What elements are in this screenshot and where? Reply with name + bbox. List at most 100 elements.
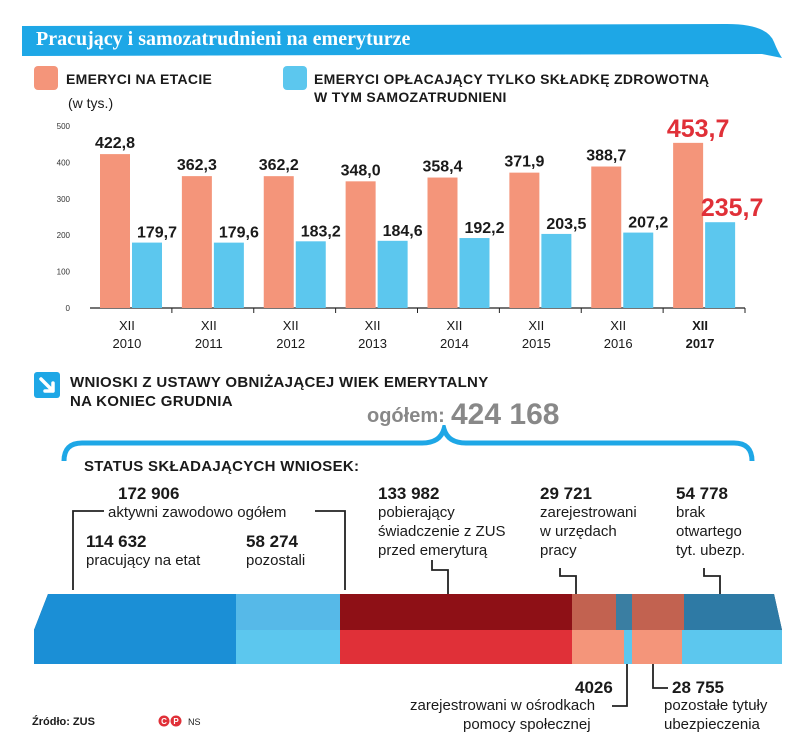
bar-etat-2010	[100, 154, 130, 308]
others-number: 58 274	[246, 532, 298, 551]
x-tick-label-top: XII	[692, 318, 708, 333]
segment-brak-top	[684, 594, 782, 630]
copyright-icon: C P	[158, 715, 182, 727]
data-label-etat-2013: 348,0	[341, 162, 381, 179]
y-tick-label: 0	[66, 304, 71, 313]
noins-desc-2: otwartego	[676, 523, 742, 540]
data-label-etat-2011: 362,3	[177, 157, 217, 174]
bar-etat-2013	[345, 181, 376, 308]
bar-etat-2016	[591, 166, 622, 308]
labor-desc-3: pracy	[540, 542, 577, 559]
otherins-desc-1: pozostałe tytuły	[664, 697, 768, 714]
data-label-zdrowotna-2011: 179,6	[219, 225, 259, 242]
zus-desc-3: przed emeryturą	[378, 542, 488, 559]
legend-swatch-salmon	[34, 66, 58, 90]
y-tick-label: 100	[57, 268, 71, 277]
segment-pozostali	[236, 594, 340, 630]
bar-etat-2015	[509, 172, 540, 308]
page-title: Pracujący i samozatrudnieni na emeryturz…	[36, 28, 411, 50]
svg-text:P: P	[173, 717, 179, 726]
x-tick-label-bottom: 2015	[522, 336, 551, 351]
x-tick-label-top: XII	[365, 318, 381, 333]
total-label: ogółem:	[367, 405, 445, 427]
bar-zdrowotna-2014	[459, 238, 490, 308]
data-label-zdrowotna-2014: 192,2	[464, 220, 504, 237]
noins-desc-3: tyt. ubezp.	[676, 542, 746, 559]
credit: NS	[188, 717, 201, 727]
active-number: 172 906	[118, 484, 180, 503]
data-label-zdrowotna-2017: 235,7	[701, 194, 764, 222]
y-tick-label: 400	[57, 158, 71, 167]
bar-etat-2017	[673, 142, 704, 308]
bar-zdrowotna-2011	[213, 242, 244, 308]
data-label-etat-2014: 358,4	[422, 159, 462, 176]
x-tick-label-top: XII	[528, 318, 544, 333]
bar-zdrowotna-2010	[132, 242, 162, 308]
data-label-etat-2017: 453,7	[667, 115, 730, 143]
social-number: 4026	[575, 678, 613, 697]
source: Źródło: ZUS	[32, 716, 95, 728]
x-tick-label-bottom: 2016	[604, 336, 633, 351]
active-bracket	[72, 510, 346, 590]
others-desc: pozostali	[246, 552, 306, 569]
proportion-bar	[34, 594, 782, 664]
otherins-number: 28 755	[672, 678, 724, 697]
x-tick-label-bottom: 2010	[112, 336, 141, 351]
bar-etat-2012	[263, 176, 294, 308]
data-label-etat-2010: 422,8	[95, 135, 135, 152]
bar-zdrowotna-2017	[705, 222, 736, 308]
total-brace	[61, 425, 755, 462]
y-tick-label: 200	[57, 231, 71, 240]
svg-text:C: C	[161, 717, 167, 726]
bar-chart: (w tys.) 0 100 200 300 400 500 422,8 179,7 XII 201…	[57, 95, 764, 351]
x-tick-label-top: XII	[119, 318, 135, 333]
arrow-down-right-icon	[34, 372, 60, 398]
active-desc: aktywni zawodowo ogółem	[108, 504, 287, 521]
section-heading-2: na koniec grudnia	[70, 393, 233, 410]
zus-desc-1: pobierający	[378, 504, 455, 521]
data-label-zdrowotna-2010: 179,7	[137, 225, 177, 242]
zus-desc-2: świadczenie z ZUS	[378, 523, 506, 540]
x-tick-label-bottom: 2012	[276, 336, 305, 351]
data-label-etat-2016: 388,7	[586, 148, 626, 165]
status-label: Status składających wniosek:	[84, 458, 360, 475]
data-label-etat-2015: 371,9	[504, 154, 544, 171]
noins-desc-1: brak	[676, 504, 706, 521]
labor-desc-1: zarejestrowani	[540, 504, 637, 521]
legend-label-zdrowotna-2: w tym samozatrudnieni	[314, 89, 507, 105]
segment-pozostale-top	[632, 594, 684, 630]
x-tick-label-bottom: 2013	[358, 336, 387, 351]
social-desc-2: pomocy społecznej	[463, 716, 591, 733]
bar-zdrowotna-2016	[623, 232, 654, 308]
data-label-zdrowotna-2016: 207,2	[628, 215, 668, 232]
social-desc-1: zarejestrowani w ośrodkach	[410, 697, 596, 714]
etat-number: 114 632	[86, 532, 147, 551]
segment-zus-top	[340, 594, 572, 630]
labor-desc-2: w urzędach	[540, 523, 617, 540]
segment-etat	[34, 594, 236, 630]
legend-label-zdrowotna-1: Emeryci opłacający tylko składkę zdrowot…	[314, 71, 710, 87]
x-tick-label-top: XII	[201, 318, 217, 333]
x-tick-label-bottom: 2014	[440, 336, 469, 351]
etat-desc: pracujący na etat	[86, 552, 201, 569]
bar-etat-2011	[181, 176, 212, 308]
bar-zdrowotna-2015	[541, 233, 572, 308]
legend-swatch-blue	[283, 66, 307, 90]
bar-zdrowotna-2012	[295, 241, 326, 308]
data-label-zdrowotna-2013: 184,6	[383, 223, 423, 240]
section-heading-1: Wnioski z ustawy obniżającej wiek emeryt…	[70, 374, 489, 391]
legend-label-etat: Emeryci na etacie	[66, 71, 213, 87]
x-tick-label-bottom: 2017	[686, 336, 715, 351]
data-label-zdrowotna-2012: 183,2	[301, 223, 341, 240]
bar-etat-2014	[427, 177, 458, 308]
bar-zdrowotna-2013	[377, 240, 408, 308]
total-value: 424 168	[451, 398, 560, 431]
data-label-etat-2012: 362,2	[259, 157, 299, 174]
x-tick-label-top: XII	[610, 318, 626, 333]
otherins-desc-2: ubezpieczenia	[664, 716, 760, 733]
y-tick-label: 500	[57, 122, 71, 131]
noins-number: 54 778	[676, 484, 728, 503]
title-banner	[22, 24, 782, 58]
y-tick-label: 300	[57, 195, 71, 204]
labor-number: 29 721	[540, 484, 592, 503]
